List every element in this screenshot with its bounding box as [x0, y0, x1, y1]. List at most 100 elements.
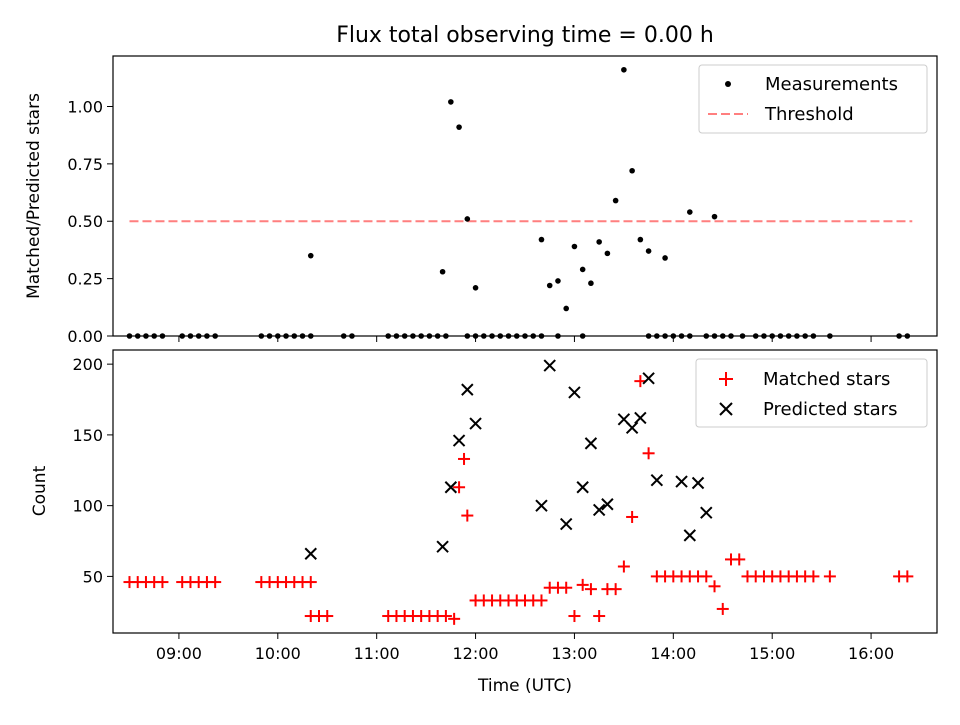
matched-star-point [642, 447, 655, 460]
measurement-point [439, 268, 446, 275]
top-y-tick-label: 0.00 [67, 327, 103, 346]
matched-star-point [593, 610, 606, 623]
predicted-star-point [675, 475, 688, 488]
measurement-point [637, 236, 644, 243]
top-y-tick-label: 0.25 [67, 270, 103, 289]
matched-star-point [458, 452, 471, 465]
legend-threshold-label: Threshold [764, 104, 854, 125]
matched-star-point [209, 576, 222, 589]
legend-predicted-label: Predicted stars [763, 399, 897, 420]
bottom-y-tick-label: 100 [72, 497, 103, 516]
top-y-tick-label: 0.75 [67, 155, 103, 174]
chart-title: Flux total observing time = 0.00 h [336, 23, 714, 48]
x-tick-label: 12:00 [453, 644, 499, 663]
measurement-point [448, 99, 454, 105]
measurement-point [612, 197, 619, 204]
x-tick-label: 11:00 [354, 644, 400, 663]
predicted-star-point [452, 434, 466, 447]
predicted-star-point [700, 506, 713, 519]
matched-star-point [535, 594, 548, 607]
matched-star-point [560, 581, 573, 594]
legend-measurements-label: Measurements [765, 74, 898, 95]
measurement-point [588, 280, 594, 287]
predicted-star-point [691, 476, 705, 490]
bottom-y-tick-label: 200 [72, 355, 103, 374]
matched-star-point [733, 553, 746, 566]
legend-matched-marker [719, 372, 733, 386]
measurement-point [596, 239, 602, 245]
bottom-y-tick-label: 150 [72, 426, 103, 445]
measurement-point [563, 305, 569, 312]
matched-star-point [453, 481, 466, 494]
predicted-star-point [436, 540, 449, 553]
measurement-point [555, 278, 561, 284]
matched-star-point [700, 570, 713, 583]
measurement-point [472, 285, 479, 291]
predicted-star-point [584, 437, 598, 450]
matched-star-point [823, 570, 836, 583]
bottom-plot-frame [112, 349, 938, 634]
legend-matched-label: Matched stars [763, 369, 890, 390]
matched-star-point [716, 602, 729, 615]
predicted-star-point [650, 473, 664, 487]
bottom-y-axis-label: Count [30, 465, 50, 516]
predicted-star-point [625, 421, 639, 435]
measurement-point [546, 282, 553, 289]
predicted-star-point [642, 372, 655, 385]
matched-star-point [576, 578, 589, 591]
measurement-point [307, 252, 314, 259]
matched-star-point [617, 560, 630, 573]
top-legend: Measurements Threshold [698, 64, 928, 134]
matched-star-point [439, 610, 452, 623]
predicted-star-point [592, 503, 606, 517]
matched-star-point [568, 610, 581, 623]
predicted-star-point [461, 383, 474, 396]
measurement-point [456, 124, 462, 130]
predicted-star-point [601, 498, 614, 511]
predicted-star-point [576, 481, 589, 494]
matched-star-point [901, 570, 914, 583]
top-plot-frame [112, 55, 938, 337]
matched-star-point [304, 576, 317, 589]
measurement-point [687, 209, 693, 215]
measurement-point [579, 266, 586, 273]
predicted-star-point [535, 499, 548, 512]
top-panel: 0.00 0.25 0.50 0.75 1.00 Matched/Predicted s… [24, 55, 938, 346]
matched-star-point [584, 583, 597, 596]
predicted-star-point [559, 517, 573, 531]
x-axis-label: Time (UTC) [477, 676, 572, 696]
predicted-star-point [568, 386, 581, 399]
measurement-point [645, 248, 652, 254]
matched-star-point [321, 610, 334, 623]
x-tick-label: 14:00 [650, 644, 696, 663]
matched-star-point [609, 583, 622, 596]
top-y-tick-label: 1.00 [67, 97, 103, 116]
matched-star-point [708, 580, 721, 593]
matched-star-point [448, 612, 461, 625]
top-y-tick-label: 0.50 [67, 212, 103, 231]
matched-star-point [626, 510, 639, 523]
predicted-star-point [543, 359, 556, 372]
predicted-star-point [444, 481, 458, 494]
top-x-ticks [178, 336, 872, 342]
predicted-star-point [469, 417, 482, 430]
measurement-point [629, 167, 635, 174]
predicted-star-point [683, 529, 697, 542]
x-tick-label: 16:00 [848, 644, 894, 663]
measurement-point [464, 216, 471, 222]
bottom-legend: Matched stars Predicted stars [695, 358, 928, 428]
measurement-point [711, 213, 718, 220]
bottom-x-ticks: 09:00 10:00 11:00 12:00 13:00 14:00 15:00 16:00 [156, 633, 894, 663]
predicted-star-point [634, 411, 647, 425]
legend-measurements-marker [725, 81, 731, 87]
bottom-legend-box [695, 358, 928, 428]
matched-star-point [156, 576, 169, 589]
bottom-panel: 50 100 150 200 09:00 10:00 11:00 12:00 13:00 14:… [30, 349, 938, 696]
top-y-axis-label: Matched/Predicted stars [24, 93, 44, 299]
x-tick-label: 15:00 [749, 644, 795, 663]
measurement-point [604, 250, 611, 257]
x-tick-label: 09:00 [156, 644, 202, 663]
measurement-point [571, 243, 578, 250]
measurement-point [662, 255, 668, 261]
